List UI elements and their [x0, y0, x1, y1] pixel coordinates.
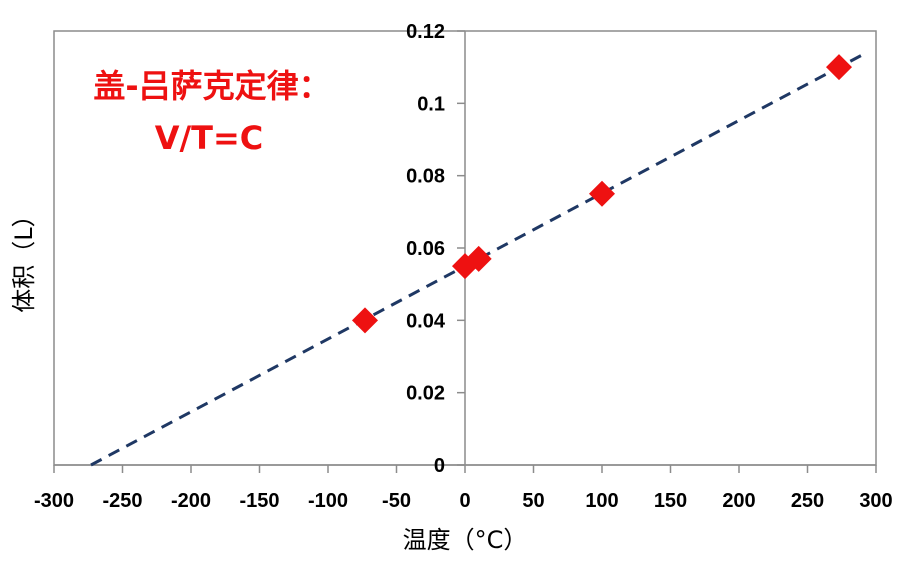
x-tick-label: 200 [722, 490, 755, 512]
x-tick-label: -50 [382, 490, 411, 512]
x-tick-label: 250 [791, 490, 824, 512]
x-tick-label: -150 [239, 490, 279, 512]
y-tick-label: 0.02 [406, 383, 445, 405]
data-markers [351, 54, 853, 334]
data-point [465, 245, 492, 272]
y-axis-label: 体积（L） [10, 203, 38, 312]
x-tick-label: 50 [522, 490, 544, 512]
x-axis-label: 温度（°C） [403, 526, 528, 554]
x-tick-label: 100 [585, 490, 618, 512]
annotation-law-title: 盖-吕萨克定律： [93, 67, 330, 105]
x-axis-ticks [53, 465, 877, 473]
y-tick-label: 0.04 [406, 310, 446, 332]
y-axis-ticks [457, 30, 465, 466]
x-tick-labels: -300 -250 -200 -150 -100 -50 0 50 100 150 200 250 30… [34, 490, 893, 512]
trend-line [90, 51, 868, 467]
data-point [589, 180, 615, 207]
data-point [351, 307, 378, 334]
y-tick-label: 0.1 [417, 93, 445, 115]
y-tick-label: 0 [434, 455, 445, 477]
data-point [826, 54, 853, 81]
y-tick-label: 0.08 [406, 166, 445, 188]
x-tick-label: 150 [654, 490, 687, 512]
annotation-law-formula: V/T=C [155, 119, 264, 157]
x-tick-label: -250 [102, 490, 142, 512]
x-tick-label: -200 [171, 490, 211, 512]
x-tick-label: -300 [34, 490, 74, 512]
x-tick-label: 300 [859, 490, 892, 512]
y-tick-label: 0.12 [406, 21, 445, 43]
x-tick-label: 0 [459, 490, 470, 512]
x-tick-label: -100 [308, 490, 348, 512]
y-tick-label: 0.06 [406, 238, 445, 260]
y-tick-labels: 0 0.02 0.04 0.06 0.08 0.1 0.12 [406, 21, 446, 477]
